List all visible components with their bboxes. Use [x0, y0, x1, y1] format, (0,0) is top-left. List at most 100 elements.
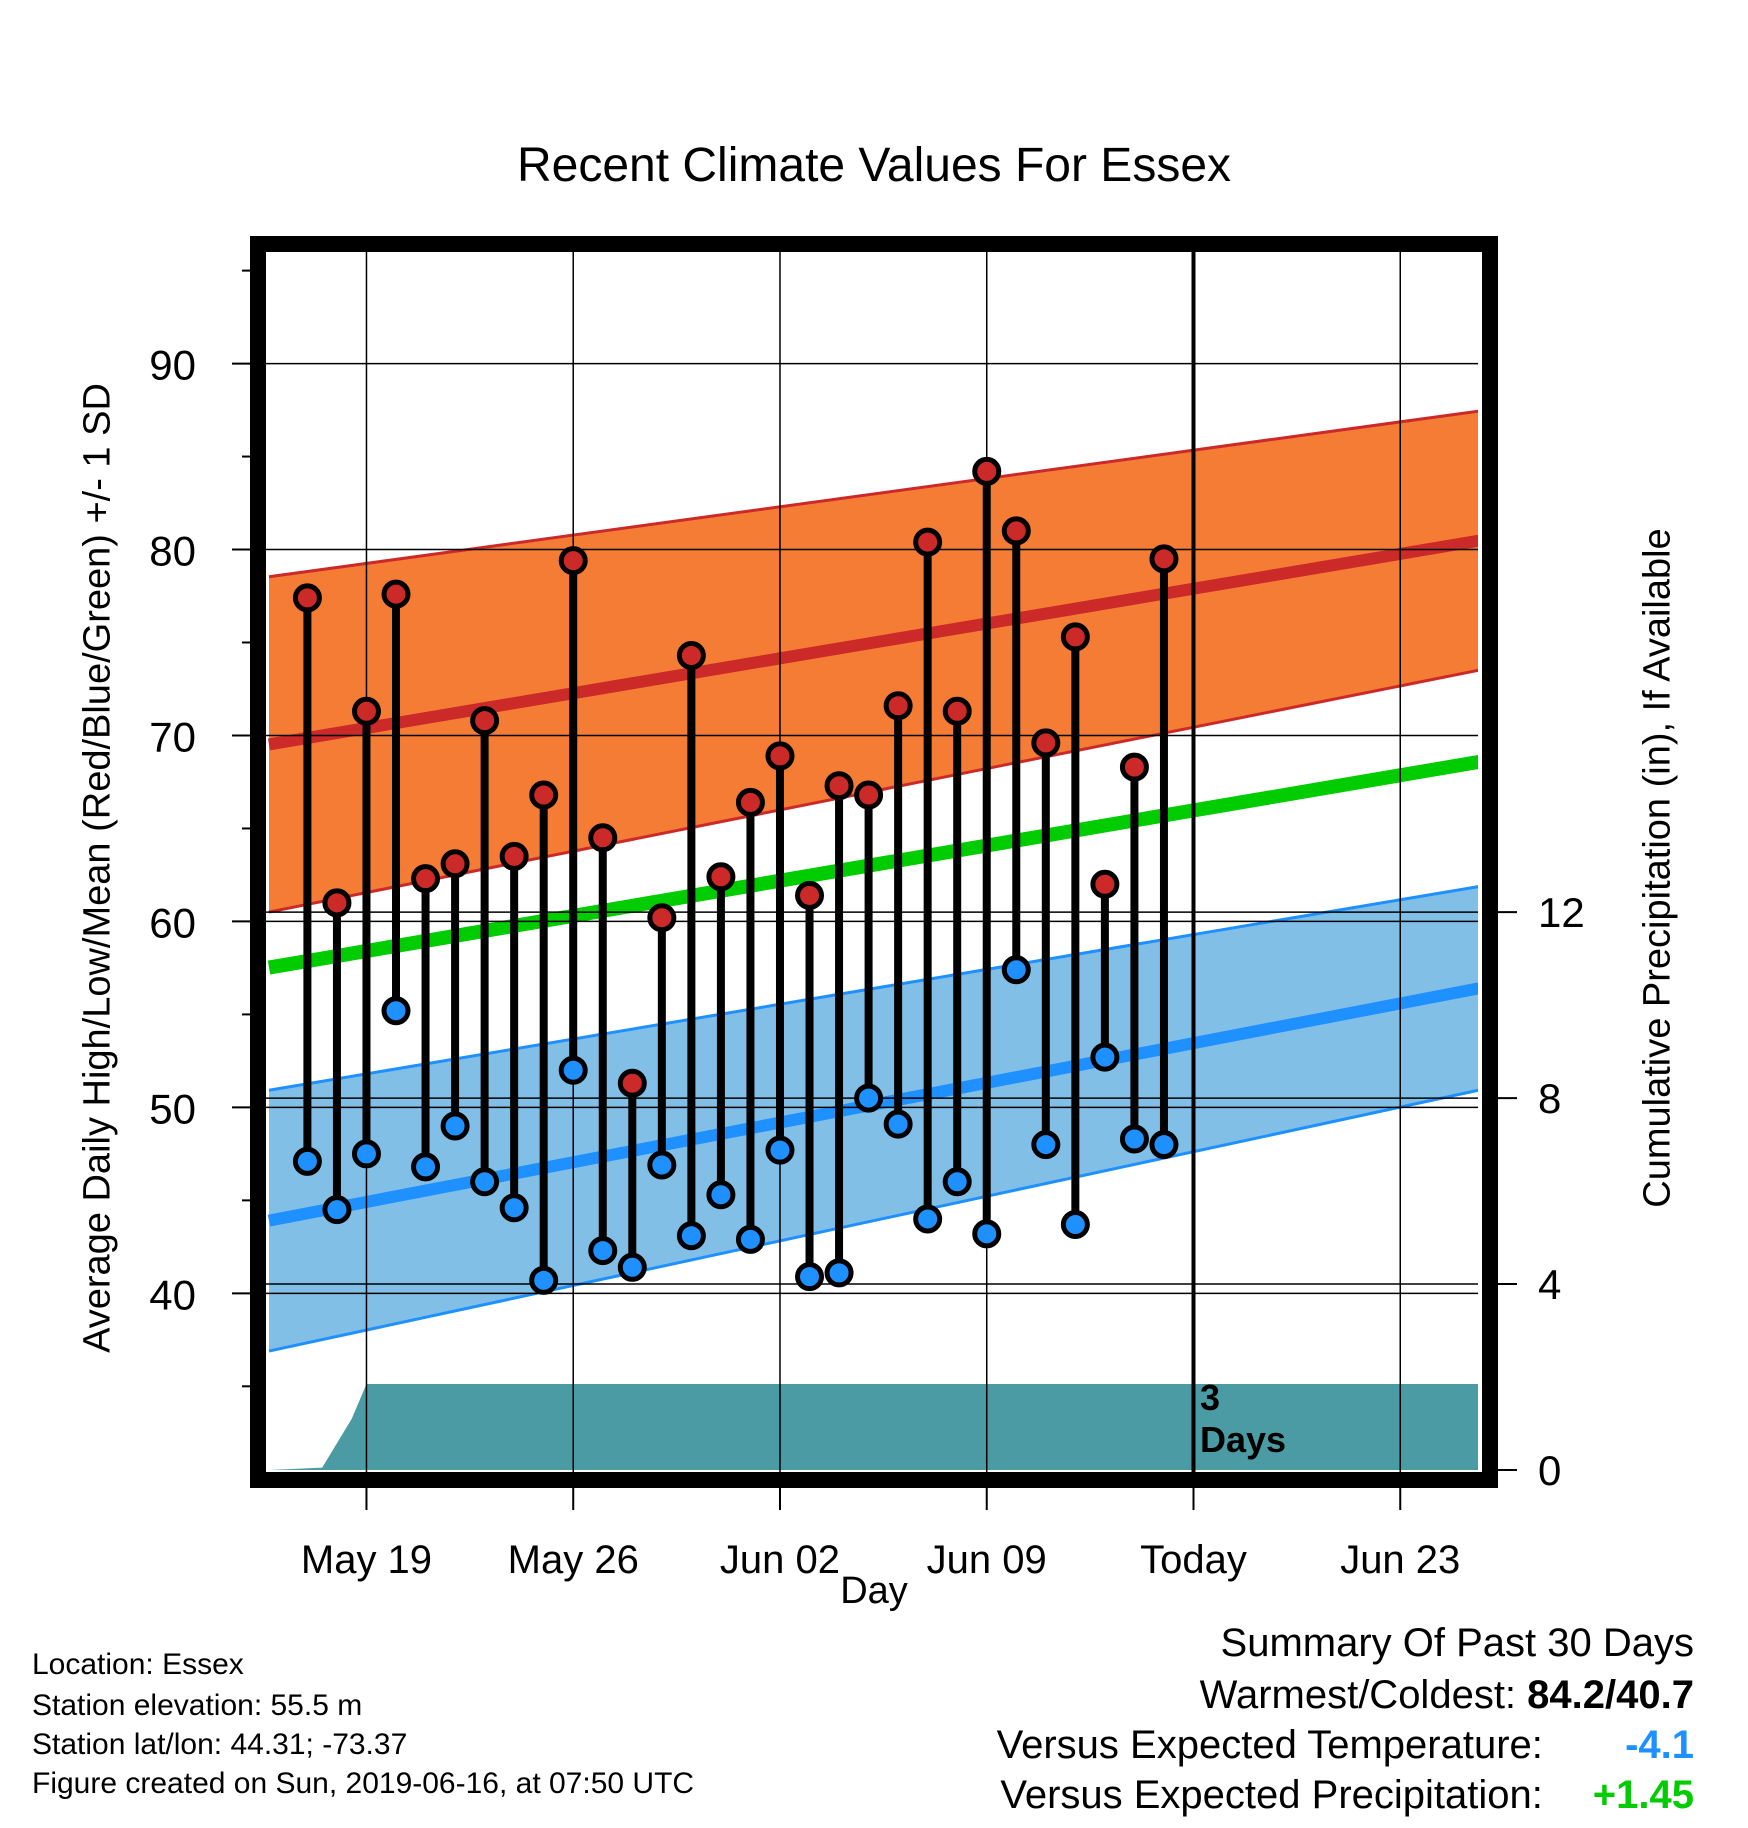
obs-high-point-1	[322, 888, 352, 918]
obs-low-point-11	[617, 1252, 647, 1282]
obs-low-point-12	[647, 1150, 677, 1180]
y-tick-label-5: 90	[149, 342, 196, 389]
y2-tick-label-3: 12	[1538, 889, 1585, 936]
obs-low-point-26	[1060, 1210, 1090, 1240]
latlon-text: Station lat/lon: 44.31; -73.37	[32, 1728, 408, 1761]
obs-high-point-24	[1001, 516, 1031, 546]
obs-high-point-22	[942, 696, 972, 726]
obs-high-point-21	[913, 527, 943, 557]
obs-low-point-13	[676, 1221, 706, 1251]
y-tick-label-0: 40	[149, 1271, 196, 1318]
obs-high-point-29	[1149, 544, 1179, 574]
obs-low-point-27	[1090, 1042, 1120, 1072]
obs-low-point-2	[351, 1139, 381, 1169]
plot-area	[262, 248, 1478, 1473]
x-tick-label-3: Jun 09	[927, 1538, 1047, 1582]
summary-temp: Versus Expected Temperature: -4.1	[997, 1723, 1694, 1768]
elevation-text: Station elevation: 55.5 m	[32, 1689, 363, 1722]
obs-high-point-11	[617, 1068, 647, 1098]
days-annotation: 3 Days	[1200, 1377, 1286, 1461]
obs-high-point-19	[854, 780, 884, 810]
precip-area	[269, 1383, 1478, 1470]
y-tick-label-2: 60	[149, 899, 196, 946]
obs-high-point-5	[440, 849, 470, 879]
obs-low-point-25	[1031, 1130, 1061, 1160]
summary-precip: Versus Expected Precipitation: +1.45	[1000, 1773, 1694, 1818]
obs-low-point-14	[706, 1180, 736, 1210]
obs-low-point-24	[1001, 955, 1031, 985]
obs-high-point-26	[1060, 622, 1090, 652]
obs-low-point-4	[411, 1152, 441, 1182]
obs-low-point-21	[913, 1204, 943, 1234]
obs-high-point-13	[676, 641, 706, 671]
warm-cold-value: 84.2/40.7	[1527, 1673, 1694, 1717]
obs-high-point-4	[411, 864, 441, 894]
days-annotation-number: 3	[1200, 1377, 1221, 1418]
high-normal-band	[269, 411, 1478, 913]
obs-low-point-5	[440, 1111, 470, 1141]
obs-low-point-18	[824, 1258, 854, 1288]
obs-low-point-22	[942, 1167, 972, 1197]
obs-high-point-23	[972, 456, 1002, 486]
y-tick-label-3: 70	[149, 713, 196, 760]
x-tick-label-5: Jun 23	[1340, 1538, 1460, 1582]
obs-high-point-17	[795, 880, 825, 910]
low-normal-band	[269, 886, 1478, 1352]
temp-vs-expected-value: -4.1	[1625, 1723, 1694, 1767]
location-text: Location: Essex	[32, 1648, 244, 1681]
obs-high-point-8	[529, 780, 559, 810]
obs-high-point-14	[706, 862, 736, 892]
chart-title: Recent Climate Values For Essex	[516, 139, 1232, 192]
obs-high-point-28	[1119, 752, 1149, 782]
obs-high-point-3	[381, 579, 411, 609]
obs-high-point-10	[588, 823, 618, 853]
obs-low-point-28	[1119, 1124, 1149, 1154]
x-tick-label-1: May 26	[508, 1538, 639, 1582]
y-tick-label-1: 50	[149, 1085, 196, 1132]
obs-low-point-9	[558, 1055, 588, 1085]
obs-low-point-17	[795, 1262, 825, 1292]
summary-heading: Summary Of Past 30 Days	[1220, 1621, 1694, 1665]
days-annotation-unit: Days	[1200, 1419, 1287, 1460]
obs-high-point-16	[765, 741, 795, 771]
warm-cold-label: Warmest/Coldest:	[1199, 1673, 1517, 1717]
obs-high-point-0	[292, 583, 322, 613]
obs-low-point-16	[765, 1135, 795, 1165]
y2-tick-label-2: 8	[1538, 1075, 1561, 1122]
low-normal-band-lower-edge	[268, 1088, 1478, 1353]
obs-high-point-15	[735, 787, 765, 817]
y2-tick-label-1: 4	[1538, 1261, 1561, 1308]
y2-axis-label: Cumulative Precipitation (in), If Availa…	[1636, 528, 1679, 1208]
y2-tick-label-0: 0	[1538, 1447, 1561, 1494]
obs-high-point-25	[1031, 728, 1061, 758]
obs-low-point-20	[883, 1109, 913, 1139]
y-axis-label: Average Daily High/Low/Mean (Red/Blue/Gr…	[76, 383, 119, 1353]
low-normal-band-upper-edge	[268, 885, 1478, 1092]
x-tick-label-4: Today	[1140, 1538, 1247, 1582]
obs-high-point-9	[558, 546, 588, 576]
summary-warm-cold: Warmest/Coldest: 84.2/40.7	[1200, 1673, 1694, 1718]
obs-low-point-3	[381, 996, 411, 1026]
obs-high-point-18	[824, 771, 854, 801]
obs-low-point-23	[972, 1219, 1002, 1249]
obs-high-point-7	[499, 841, 529, 871]
obs-low-point-6	[470, 1167, 500, 1197]
obs-low-point-7	[499, 1193, 529, 1223]
temp-vs-expected-label: Versus Expected Temperature:	[996, 1723, 1543, 1767]
mean-normal-line	[267, 754, 1478, 975]
obs-low-point-0	[292, 1146, 322, 1176]
obs-low-point-15	[735, 1224, 765, 1254]
obs-low-point-10	[588, 1236, 618, 1266]
plot-frame	[250, 236, 1498, 1488]
obs-low-point-29	[1149, 1130, 1179, 1160]
obs-high-point-6	[470, 706, 500, 736]
obs-high-point-12	[647, 903, 677, 933]
precip-vs-expected-label: Versus Expected Precipitation:	[1000, 1773, 1543, 1817]
obs-high-point-20	[883, 691, 913, 721]
x-tick-label-0: May 19	[301, 1538, 432, 1582]
created-text: Figure created on Sun, 2019-06-16, at 07…	[32, 1767, 695, 1800]
y-tick-label-4: 80	[149, 528, 196, 575]
x-axis-label: Day	[840, 1570, 908, 1612]
obs-low-point-1	[322, 1195, 352, 1225]
